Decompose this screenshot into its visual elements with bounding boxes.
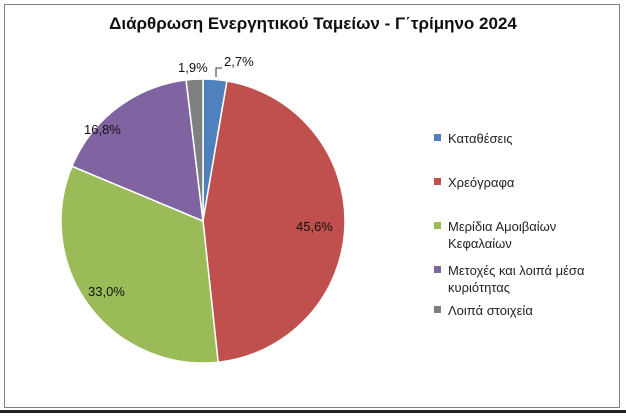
legend-swatch xyxy=(434,306,441,313)
slice-value-label-5: 1,9% xyxy=(178,60,208,75)
slice-value-label-3: 33,0% xyxy=(88,284,125,299)
pie-slice-5 xyxy=(185,78,204,222)
legend-item-4: Μετοχές και λοιπά μέσα κυριότητας xyxy=(434,262,614,296)
legend-swatch xyxy=(434,266,441,273)
legend-label: Λοιπά στοιχεία xyxy=(448,303,533,318)
slice-value-label-4: 16,8% xyxy=(84,122,121,137)
legend-item-3: Μερίδια Αμοιβαίων Κεφαλαίων xyxy=(434,218,614,252)
pie-slice-3 xyxy=(60,165,219,364)
legend-label: Καταθέσεις xyxy=(448,131,513,146)
chart-title: Διάρθρωση Ενεργητικού Ταμείων - Γ΄τρίμην… xyxy=(109,14,517,33)
slice-value-label-2: 45,6% xyxy=(296,219,333,234)
legend-swatch xyxy=(434,178,441,185)
legend-label: Μετοχές και λοιπά μέσα κυριότητας xyxy=(448,263,585,295)
legend-swatch xyxy=(434,134,441,141)
legend-item-5: Λοιπά στοιχεία xyxy=(434,302,533,319)
pie-slice-4 xyxy=(70,79,204,223)
bottom-divider xyxy=(0,410,626,413)
legend-label: Χρεόγραφα xyxy=(448,175,515,190)
legend-item-2: Χρεόγραφα xyxy=(434,174,514,191)
legend-swatch xyxy=(434,222,441,229)
legend-item-1: Καταθέσεις xyxy=(434,130,513,147)
legend-label: Μερίδια Αμοιβαίων Κεφαλαίων xyxy=(448,219,557,251)
label-leader-line xyxy=(215,67,222,77)
slice-value-label-1: 2,7% xyxy=(224,54,254,69)
pie-slice-2 xyxy=(202,80,346,364)
